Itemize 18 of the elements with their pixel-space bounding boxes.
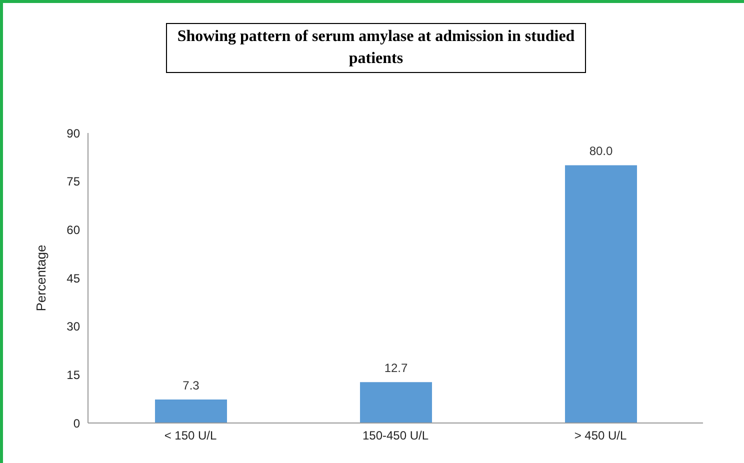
chart-title: Showing pattern of serum amylase at admission in studied patients	[166, 23, 586, 73]
bar	[565, 165, 637, 423]
bar	[360, 382, 432, 423]
y-tick-label: 75	[66, 174, 80, 189]
y-tick-label: 0	[73, 416, 80, 430]
bar	[155, 399, 227, 423]
x-tick-label: < 150 U/L	[164, 428, 218, 443]
y-axis-title: Percentage	[34, 244, 49, 312]
y-tick-label: 30	[66, 320, 80, 334]
y-tick-label: 45	[66, 271, 80, 286]
data-label: 80.0	[589, 144, 613, 158]
data-label: 12.7	[384, 361, 408, 376]
x-tick-label: > 450 U/L	[574, 428, 628, 443]
data-label: 7.3	[182, 378, 200, 392]
y-tick-label: 15	[66, 368, 80, 382]
y-tick-label: 90	[66, 126, 80, 140]
x-tick-label: 150-450 U/L	[362, 428, 429, 443]
y-tick-label: 60	[66, 222, 80, 237]
